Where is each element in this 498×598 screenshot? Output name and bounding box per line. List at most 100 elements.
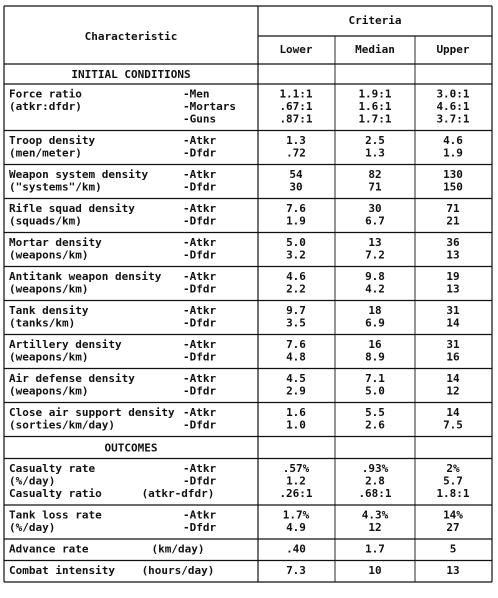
cell-value: 2.8: [365, 475, 385, 488]
row-sub: -Atkr: [183, 236, 216, 249]
row-label: Casualty ratio: [9, 487, 102, 500]
cell-value: 16: [446, 351, 460, 364]
cell-value: 2.5: [365, 134, 385, 147]
cell-value: 3.5: [286, 317, 306, 330]
row-sub: -Dfdr: [183, 181, 216, 194]
cell-value: 7.3: [286, 564, 306, 577]
row-sub: -Atkr: [183, 202, 216, 215]
row-sub: -Atkr: [183, 509, 216, 522]
row-label: (men/meter): [9, 147, 82, 160]
cell-value: 13: [368, 236, 381, 249]
row-label: Rifle squad density: [9, 202, 135, 215]
cell-value: 1.9:1: [358, 88, 391, 101]
row-sub: -Dfdr: [183, 521, 216, 534]
row-label: Tank loss rate: [9, 509, 102, 522]
cell-value: 1.3: [286, 134, 306, 147]
cell-value: 9.7: [286, 304, 306, 317]
row-label: (weapons/km): [9, 385, 88, 398]
row-label: (sorties/km/day): [9, 419, 115, 432]
cell-value: 18: [368, 304, 381, 317]
cell-value: 1.6: [286, 406, 306, 419]
row-sub: -Mortars: [183, 100, 236, 113]
cell-value: .68:1: [358, 487, 391, 500]
cell-value: 13: [446, 249, 459, 262]
row-sub: (atkr-dfdr): [142, 487, 215, 500]
cell-value: 1.7%: [283, 509, 310, 522]
cell-value: 31: [446, 338, 460, 351]
header-characteristic: Characteristic: [85, 30, 178, 43]
row-sub: -Atkr: [183, 168, 216, 181]
row-label: Force ratio: [9, 88, 82, 101]
cell-value: 3.7:1: [436, 113, 469, 126]
row-sub: -Atkr: [183, 406, 216, 419]
cell-value: 1.7: [365, 543, 385, 556]
row-sub: -Atkr: [183, 338, 216, 351]
row-sub: -Men: [183, 88, 210, 101]
cell-value: 14: [446, 317, 460, 330]
row-sub: -Atkr: [183, 462, 216, 475]
cell-value: 1.9: [286, 215, 306, 228]
row-sub: (km/day): [152, 543, 205, 556]
cell-value: 30: [289, 181, 302, 194]
cell-value: 2.6: [365, 419, 385, 432]
cell-value: 30: [368, 202, 381, 215]
cell-value: 10: [368, 564, 381, 577]
cell-value: 4.9: [286, 521, 306, 534]
cell-value: 3.2: [286, 249, 306, 262]
row-label: Weapon system density: [9, 168, 148, 181]
row-label: Casualty rate: [9, 462, 95, 475]
row-sub: -Guns: [183, 113, 216, 126]
row-sub: -Atkr: [183, 134, 216, 147]
cell-value: 2.2: [286, 283, 306, 296]
cell-value: 27: [446, 521, 459, 534]
cell-value: 7.6: [286, 338, 306, 351]
cell-value: .57%: [283, 462, 310, 475]
cell-value: 4.8: [286, 351, 306, 364]
cell-value: 54: [289, 168, 303, 181]
cell-value: 19: [446, 270, 459, 283]
cell-value: 31: [446, 304, 460, 317]
cell-value: 12: [368, 521, 381, 534]
cell-value: 2.9: [286, 385, 306, 398]
cell-value: 7.1: [365, 372, 385, 385]
row-label: Troop density: [9, 134, 95, 147]
cell-value: 4.6:1: [436, 100, 469, 113]
cell-value: 1.2: [286, 475, 306, 488]
cell-value: .26:1: [279, 487, 312, 500]
row-label: (%/day): [9, 521, 55, 534]
cell-value: 82: [368, 168, 381, 181]
cell-value: 36: [446, 236, 460, 249]
row-sub: -Dfdr: [183, 385, 216, 398]
row-sub: -Atkr: [183, 270, 216, 283]
cell-value: .72: [286, 147, 306, 160]
row-label: (weapons/km): [9, 249, 88, 262]
row-sub: -Dfdr: [183, 475, 216, 488]
cell-value: 150: [443, 181, 463, 194]
cell-value: 1.0: [286, 419, 306, 432]
row-sub: -Dfdr: [183, 249, 216, 262]
cell-value: 130: [443, 168, 463, 181]
cell-value: 4.2: [365, 283, 385, 296]
cell-value: .40: [286, 543, 306, 556]
cell-value: 3.0:1: [436, 88, 469, 101]
cell-value: 13: [446, 283, 459, 296]
cell-value: 14: [446, 372, 460, 385]
cell-value: 1.6:1: [358, 100, 391, 113]
row-sub: -Dfdr: [183, 283, 216, 296]
cell-value: 4.6: [443, 134, 463, 147]
cell-value: 1.1:1: [279, 88, 312, 101]
row-sub: -Dfdr: [183, 215, 216, 228]
cell-value: 12: [446, 385, 459, 398]
row-label: (squads/km): [9, 215, 82, 228]
cell-value: 5.7: [443, 475, 463, 488]
row-sub: -Dfdr: [183, 317, 216, 330]
cell-value: .93%: [362, 462, 389, 475]
cell-value: 6.7: [365, 215, 385, 228]
cell-value: .67:1: [279, 100, 312, 113]
row-sub: -Atkr: [183, 372, 216, 385]
cell-value: 4.5: [286, 372, 306, 385]
cell-value: 6.9: [365, 317, 385, 330]
row-label: Close air support density: [9, 406, 175, 419]
section-title: INITIAL CONDITIONS: [71, 68, 190, 81]
